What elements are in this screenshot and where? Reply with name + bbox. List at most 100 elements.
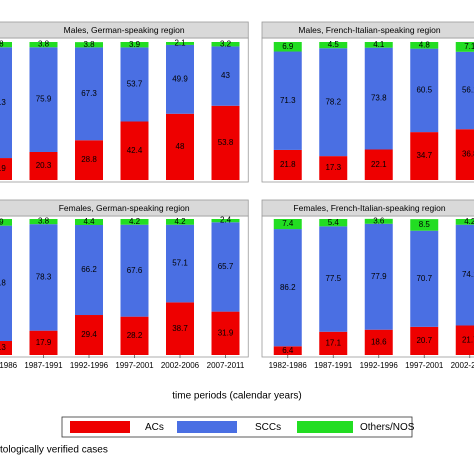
data-label: 78.2 [325,97,341,106]
data-label: 4.2 [129,217,141,226]
data-label: 70.7 [416,274,432,283]
data-label: 22.1 [371,160,387,169]
data-label: 6.9 [282,42,294,51]
bar-segment [364,223,393,330]
data-label: 3.9 [129,40,141,49]
bar-segment [410,219,439,231]
data-label: 8.5 [419,220,431,229]
data-label: 4.9 [0,217,4,226]
data-label: 29.4 [81,330,97,339]
bar-segment [75,140,103,180]
bar-segment [273,51,302,150]
bar-segment [273,149,302,180]
bar-segment [364,42,393,48]
bar-segment [0,158,12,180]
data-label: 7.4 [282,219,294,228]
data-label: 10.3 [0,343,6,352]
x-tick-label: 1987-1991 [24,361,63,370]
panel-header [261,199,474,217]
data-label: 4.1 [373,40,385,49]
data-label: 48 [176,142,185,151]
data-label: 4.5 [328,40,340,49]
data-label: 3.8 [38,217,50,226]
data-label: 28.2 [127,331,143,340]
bar-segment [29,330,58,355]
data-label: 71.3 [280,96,296,105]
data-label: 77.5 [325,274,341,283]
data-label: 17.9 [36,338,52,347]
bar-segment [364,47,393,150]
data-label: 49.9 [172,74,188,83]
bar-segment [120,121,149,180]
data-label: 77.9 [371,272,387,281]
bar-segment [455,51,474,130]
data-label: 7.1 [464,42,474,51]
data-label: 74.1 [462,270,474,279]
bar-segment [364,218,393,224]
bar-segment [273,42,302,52]
data-label: 78.3 [36,273,52,282]
data-label: 3.8 [83,40,95,49]
panel-header [0,199,249,217]
bar-segment [319,331,348,355]
panel-title: Males, German-speaking region [64,25,185,35]
bar-segment [410,132,439,180]
data-label: 2.1 [174,39,186,48]
legend-label: ACs [145,422,164,433]
bar-segment [319,48,348,157]
data-label: 66.2 [81,265,97,274]
data-label: 60.5 [416,85,432,94]
data-label: 5.4 [328,218,340,227]
legend-swatch [177,421,237,433]
data-label: 67.6 [127,266,143,275]
bar-segment [410,326,439,355]
data-label: 65.7 [218,262,234,271]
bar-segment [75,42,103,48]
x-tick-label: 1992-1996 [70,361,109,370]
data-label: 34.7 [416,151,432,160]
data-label: 36.8 [462,150,474,159]
note: tologically verified cases [0,445,108,456]
bar-segment [166,302,194,355]
bar-segment [273,346,302,355]
data-label: 3.2 [220,39,232,48]
bar-segment [319,226,348,332]
data-label: 57.1 [172,259,188,268]
bar-segment [455,129,474,180]
bar-segment [120,47,149,122]
bar-segment [120,316,149,355]
bar-segment [273,229,302,347]
bar-segment [319,219,348,227]
bar-segment [319,156,348,180]
bar-segment [211,222,240,312]
bar-segment [0,225,12,341]
data-label: 3.8 [38,40,50,49]
legend-swatch [297,421,353,433]
x-tick-label: 1982-1986 [269,361,308,370]
bar-segment [166,113,194,180]
data-label: 31.9 [218,328,234,337]
bar-segment [75,47,103,141]
x-tick-label: 1992-1996 [360,361,399,370]
bar-segment [29,42,58,48]
data-label: 86.2 [280,283,296,292]
bar-segment [273,219,302,230]
bar-segment [0,42,12,48]
x-tick-label: 2002-2006 [161,361,200,370]
legend-label: Others/NOS [360,422,415,433]
bar-segment [120,224,149,317]
data-label: 18.6 [371,337,387,346]
bar-segment [455,42,474,52]
x-tick-label: 1987-1991 [314,361,353,370]
data-label: 17.3 [325,163,341,172]
bar-segment [319,42,348,49]
data-label: 15.9 [0,164,6,173]
data-label: 20.3 [36,161,52,170]
bar-segment [166,224,194,303]
data-label: 4.2 [464,217,474,226]
bar-segment [410,42,439,49]
bar-segment [75,315,103,355]
bar-segment [0,219,12,226]
bar-segment [455,219,474,225]
